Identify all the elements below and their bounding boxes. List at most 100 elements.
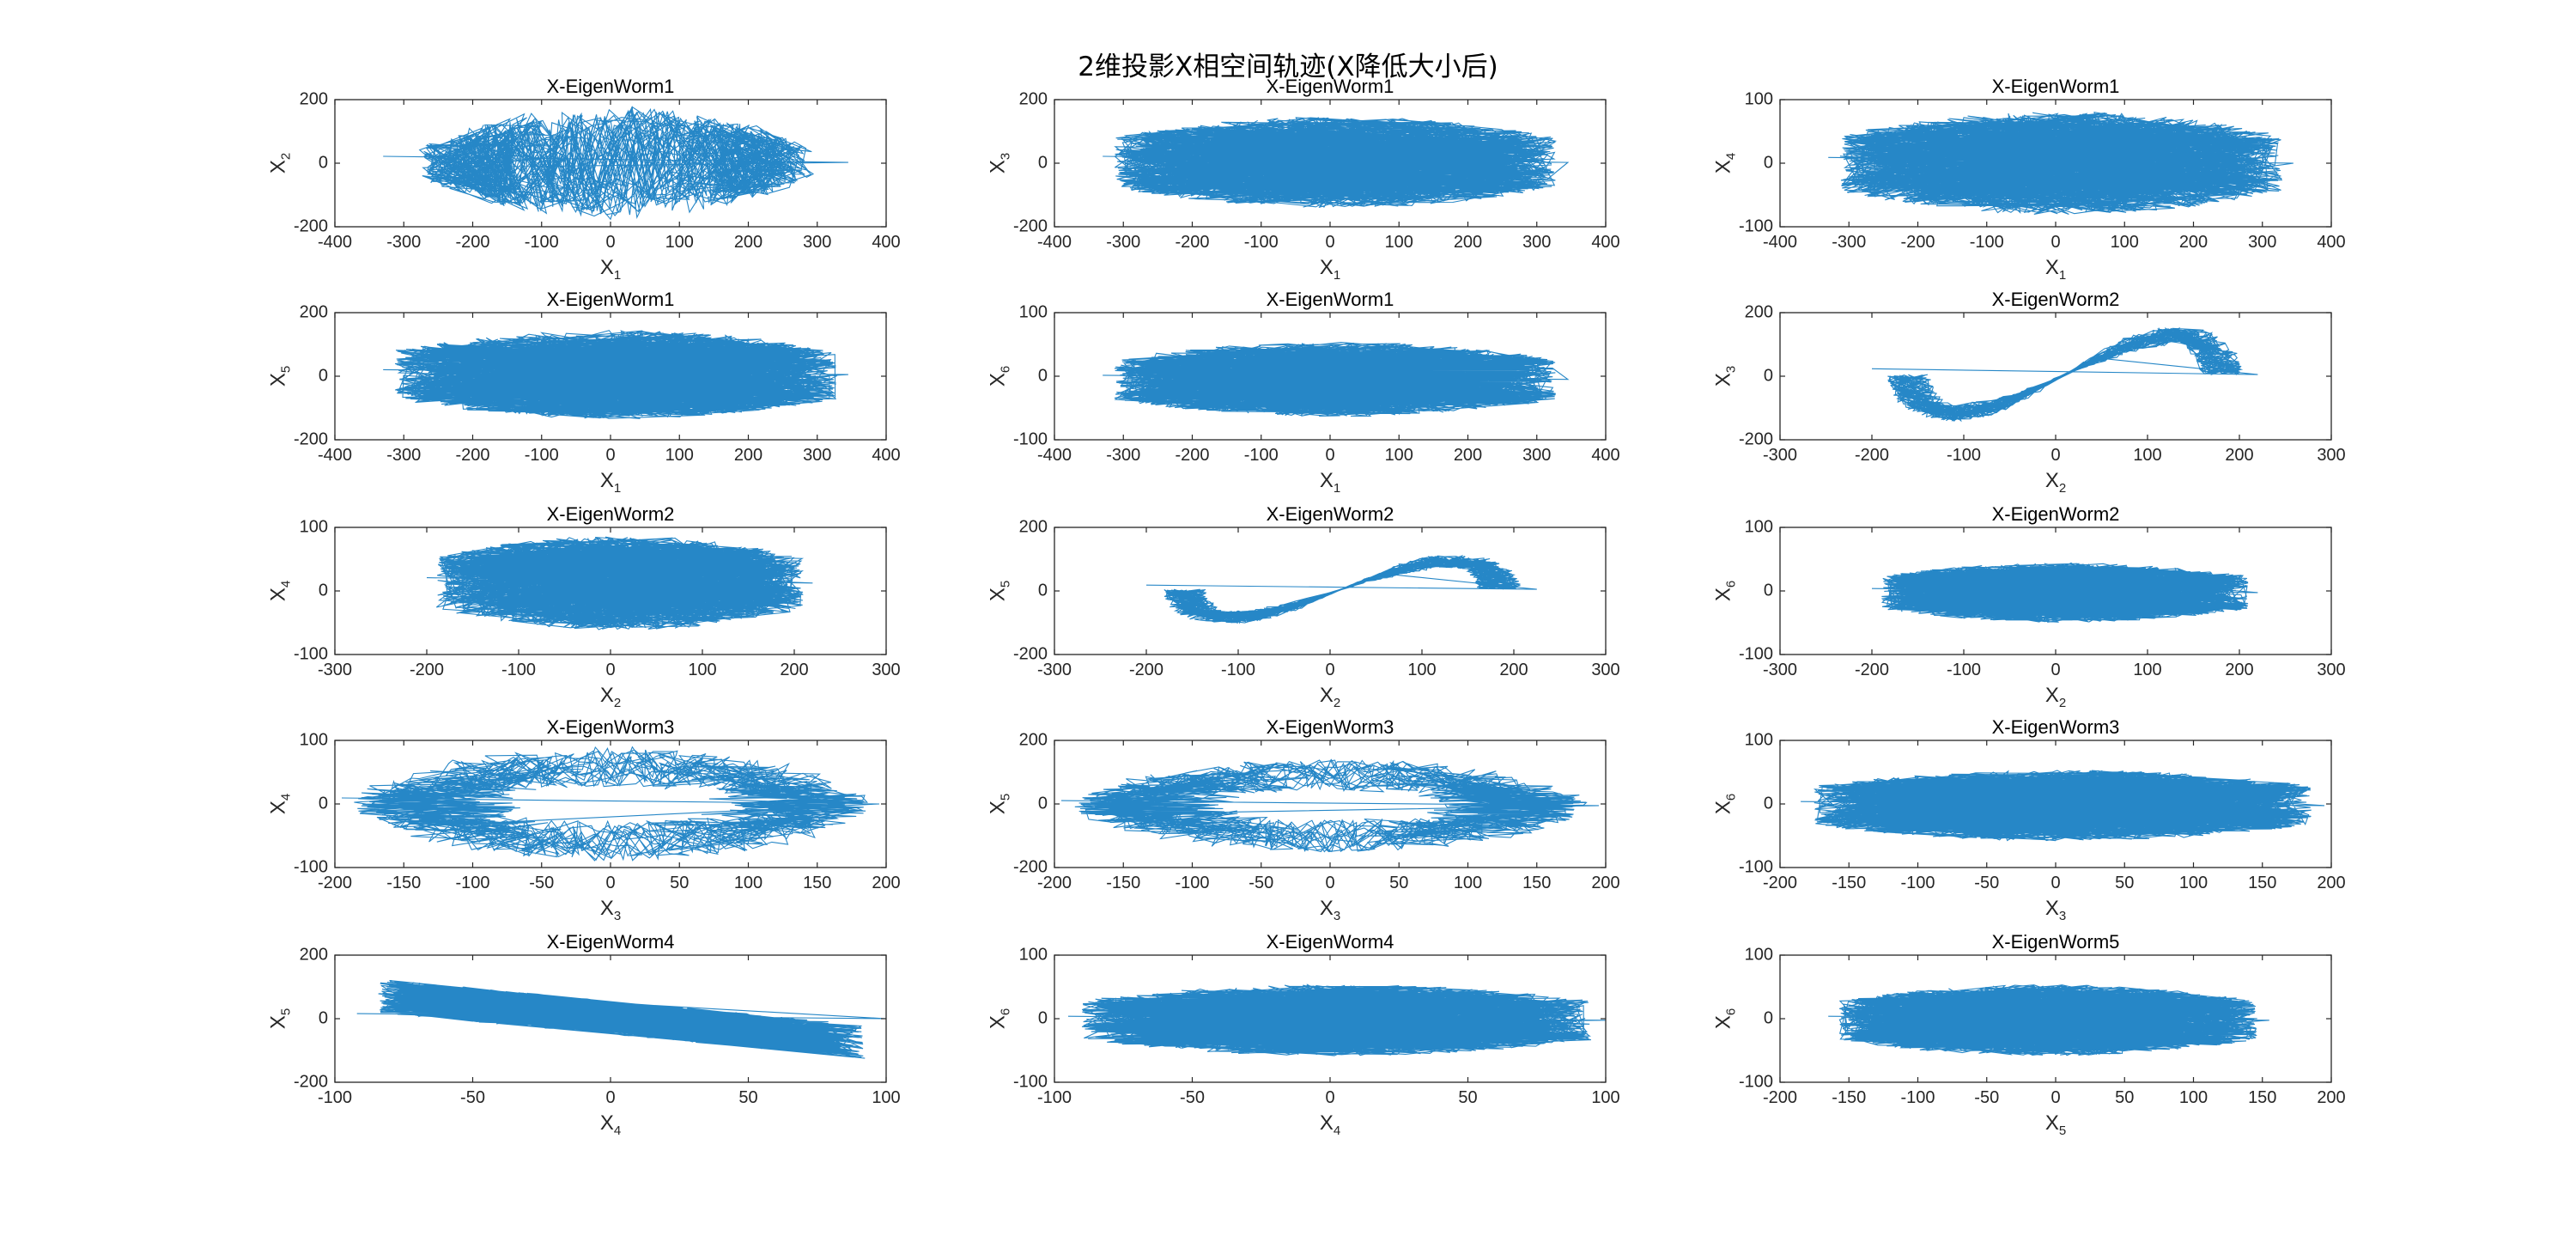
x-tick-label: -300 <box>1106 233 1141 252</box>
y-tick-label: 200 <box>1018 730 1048 750</box>
x-axis-label-text: X <box>2044 1111 2059 1135</box>
x-tick-label: -200 <box>455 446 490 465</box>
y-tick-label: -200 <box>293 216 328 236</box>
x-tick-label: -50 <box>460 1088 485 1107</box>
x-tick-label: 100 <box>665 446 694 465</box>
x-tick-label: -100 <box>524 233 559 252</box>
x-tick-label: -100 <box>1946 661 1982 679</box>
y-axis-label-subscript: 6 <box>998 365 1013 374</box>
y-axis-label: X6 <box>1712 581 1739 601</box>
x-axis-label-subscript: 2 <box>2058 480 2067 496</box>
x-tick-label: -200 <box>1128 661 1164 679</box>
x-axis-label: X1 <box>600 469 621 496</box>
y-axis-label-text: X <box>986 588 1010 602</box>
x-tick-label: -200 <box>317 874 353 892</box>
axes-box <box>1054 527 1607 655</box>
x-tick-label: 200 <box>1453 446 1483 465</box>
x-axis-label-text: X <box>2044 684 2059 707</box>
subplot-10 <box>334 740 887 868</box>
x-tick-label: 0 <box>2050 661 2061 679</box>
x-tick-label: 100 <box>1453 874 1483 892</box>
y-tick-label: -100 <box>1738 1072 1773 1092</box>
x-tick-label: 100 <box>1407 661 1437 679</box>
x-axis-label: X1 <box>2045 256 2066 283</box>
x-axis-label: X1 <box>1320 256 1340 283</box>
subplot-title: X-EigenWorm2 <box>1266 503 1394 525</box>
trajectory-line <box>1828 984 2269 1056</box>
y-tick-label: -100 <box>1738 644 1773 664</box>
subplot-title: X-EigenWorm5 <box>1991 931 2120 953</box>
trajectory-line <box>1060 758 1600 853</box>
y-tick-label: 0 <box>1763 581 1773 600</box>
y-axis-label-subscript: 6 <box>1723 580 1739 588</box>
x-tick-label: -150 <box>1832 874 1867 892</box>
x-tick-label: 200 <box>733 446 763 465</box>
y-axis-label-subscript: 5 <box>998 793 1013 801</box>
x-axis-label-subscript: 1 <box>613 267 622 283</box>
x-tick-label: 0 <box>605 233 616 252</box>
y-axis-label: X4 <box>1712 153 1739 174</box>
trajectory-line <box>426 536 813 630</box>
x-axis-label: X2 <box>2045 684 2066 710</box>
x-axis-label-subscript: 1 <box>613 480 622 496</box>
figure-title: 2维投影X相空间轨迹(X降低大小后) <box>1078 52 1498 82</box>
x-tick-label: 200 <box>2317 874 2346 892</box>
y-tick-label: 100 <box>1744 730 1773 750</box>
x-tick-label: -100 <box>1900 1088 1935 1107</box>
x-axis-label-subscript: 2 <box>1333 695 1341 710</box>
x-tick-label: 150 <box>2248 1088 2277 1107</box>
x-tick-label: 0 <box>605 1088 616 1107</box>
x-tick-label: 300 <box>803 233 832 252</box>
trajectory-line <box>1145 554 1537 624</box>
y-axis-label: X4 <box>267 581 294 601</box>
x-tick-label: 300 <box>2248 233 2277 252</box>
x-tick-label: 100 <box>688 661 717 679</box>
y-axis-label: X5 <box>267 1008 294 1029</box>
y-tick-label: -200 <box>293 1072 328 1092</box>
axes-box <box>1779 312 2332 441</box>
x-tick-label: -400 <box>1036 446 1072 465</box>
x-tick-label: 100 <box>1591 1088 1620 1107</box>
y-tick-label: 100 <box>1744 89 1773 109</box>
subplot-14 <box>1054 954 1607 1083</box>
y-axis-label: X5 <box>267 366 294 387</box>
x-tick-label: 50 <box>1458 1088 1478 1107</box>
y-tick-label: 0 <box>1763 153 1773 173</box>
x-axis-label: X1 <box>1320 469 1340 496</box>
x-axis-label-subscript: 5 <box>2058 1123 2067 1138</box>
trajectory-line <box>1801 770 2325 842</box>
y-axis-label-subscript: 6 <box>1723 793 1739 801</box>
x-axis-label-text: X <box>599 469 614 492</box>
y-tick-label: -200 <box>293 429 328 449</box>
x-tick-label: 0 <box>1325 874 1335 892</box>
x-axis-label-text: X <box>1319 897 1334 920</box>
y-axis-label-subscript: 2 <box>278 152 294 161</box>
y-tick-label: -100 <box>293 857 328 877</box>
x-axis-label: X5 <box>2045 1111 2066 1138</box>
y-axis-label-text: X <box>986 373 1010 387</box>
x-tick-label: -100 <box>1036 1088 1072 1107</box>
y-axis-label-text: X <box>1711 373 1735 387</box>
x-tick-label: -150 <box>386 874 422 892</box>
subplot-title: X-EigenWorm4 <box>1266 931 1394 953</box>
x-tick-label: 0 <box>605 446 616 465</box>
subplot-title: X-EigenWorm3 <box>546 716 675 738</box>
x-tick-label: 150 <box>803 874 832 892</box>
x-tick-label: -300 <box>1832 233 1867 252</box>
y-axis-label-text: X <box>986 160 1010 174</box>
x-axis-label-text: X <box>2044 256 2059 279</box>
subplot-title: X-EigenWorm2 <box>546 503 675 525</box>
y-tick-label: -100 <box>1012 1072 1048 1092</box>
x-axis-label-text: X <box>1319 256 1334 279</box>
y-tick-label: 200 <box>299 89 328 109</box>
x-tick-label: -300 <box>1762 661 1798 679</box>
y-tick-label: -100 <box>1012 429 1048 449</box>
x-tick-label: -200 <box>1036 874 1072 892</box>
x-tick-label: -100 <box>1220 661 1256 679</box>
x-axis-label-subscript: 4 <box>613 1123 622 1138</box>
x-axis-label: X4 <box>600 1111 621 1138</box>
y-tick-label: 100 <box>1744 517 1773 537</box>
x-tick-label: -100 <box>1969 233 2004 252</box>
y-axis-label: X6 <box>987 1008 1013 1029</box>
